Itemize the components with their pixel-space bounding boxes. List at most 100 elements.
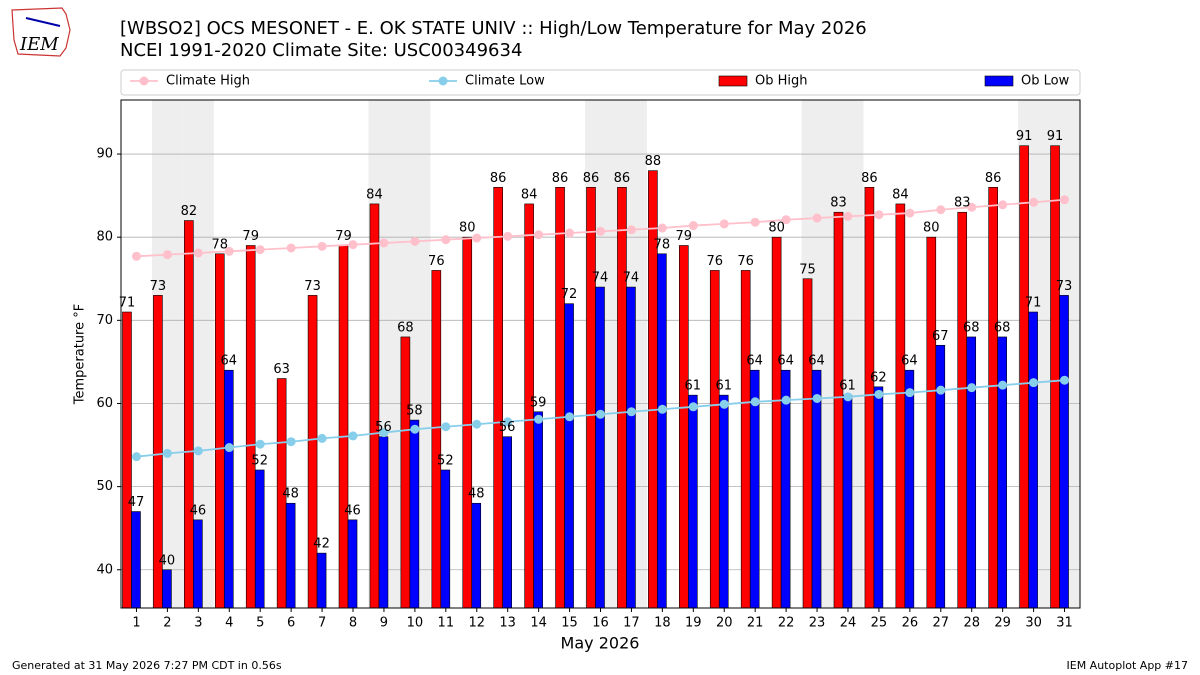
bar — [718, 394, 729, 609]
line-marker — [936, 205, 946, 215]
line-marker — [843, 392, 853, 402]
x-tick-label: 1 — [132, 616, 140, 631]
y-tick-label: 50 — [96, 479, 113, 494]
line-marker — [441, 235, 451, 245]
x-tick-label: 2 — [163, 616, 171, 631]
data-label: 61 — [685, 379, 702, 394]
x-tick-label: 3 — [194, 616, 202, 631]
x-tick-label: 22 — [778, 616, 795, 631]
line-marker — [131, 452, 141, 462]
chart-subtitle: NCEI 1991-2020 Climate Site: USC00349634 — [120, 40, 522, 61]
x-tick-label: 12 — [468, 616, 485, 631]
bar — [338, 245, 349, 609]
data-label: 56 — [499, 420, 516, 435]
bar — [440, 469, 451, 609]
legend-label: Climate Low — [465, 74, 545, 89]
bar — [533, 411, 543, 609]
bar — [688, 394, 698, 609]
data-label: 64 — [901, 354, 918, 369]
bar — [493, 186, 503, 609]
legend-swatch — [718, 75, 748, 87]
line-marker — [750, 397, 760, 407]
legend-marker — [139, 76, 149, 86]
bar — [864, 186, 875, 609]
line-marker — [905, 208, 915, 218]
line-marker — [781, 215, 791, 225]
data-label: 64 — [777, 354, 794, 369]
data-label: 91 — [1016, 129, 1033, 144]
data-label: 48 — [282, 487, 299, 502]
line-marker — [719, 219, 729, 229]
line-marker — [905, 388, 915, 398]
logo-text: IEM — [19, 34, 59, 55]
bar — [400, 336, 411, 609]
line-marker — [967, 383, 977, 393]
data-label: 40 — [159, 553, 176, 568]
x-tick-label: 5 — [256, 616, 264, 631]
data-label: 84 — [892, 187, 909, 202]
data-label: 73 — [304, 279, 321, 294]
bar — [709, 270, 720, 609]
data-label: 58 — [406, 404, 423, 419]
x-tick-label: 11 — [438, 616, 455, 631]
line-marker — [626, 407, 636, 417]
bar — [184, 220, 194, 609]
data-label: 88 — [645, 154, 662, 169]
data-label: 76 — [706, 254, 723, 269]
line-marker — [286, 437, 296, 447]
bar — [1028, 311, 1038, 609]
bar — [904, 369, 915, 609]
bar — [997, 336, 1007, 609]
x-tick-label: 15 — [561, 616, 578, 631]
bar — [378, 436, 389, 609]
line-marker — [162, 448, 172, 458]
line-marker — [750, 217, 760, 227]
data-label: 64 — [221, 354, 238, 369]
data-label: 52 — [437, 453, 454, 468]
line-marker — [596, 409, 605, 419]
x-tick-label: 16 — [592, 616, 609, 631]
line-marker — [410, 236, 420, 246]
y-tick-label: 90 — [96, 147, 113, 162]
bar — [657, 253, 667, 609]
data-label: 80 — [768, 221, 785, 236]
bar — [245, 245, 256, 609]
line-marker — [688, 402, 698, 412]
line-marker — [812, 213, 822, 223]
data-label: 91 — [1047, 129, 1064, 144]
legend-marker — [438, 76, 448, 86]
data-label: 78 — [654, 237, 671, 252]
bar — [988, 186, 998, 609]
line-marker — [1060, 375, 1070, 385]
legend — [120, 69, 1081, 96]
bar — [471, 502, 482, 609]
line-marker — [1060, 195, 1070, 205]
bar — [811, 369, 822, 609]
data-label: 80 — [923, 221, 940, 236]
x-tick-label: 26 — [902, 616, 919, 631]
legend-label: Ob High — [755, 74, 808, 89]
footer-left: Generated at 31 May 2026 7:27 PM CDT in … — [12, 659, 282, 672]
legend-label: Ob Low — [1021, 74, 1070, 89]
line-marker — [255, 245, 265, 255]
line-marker — [348, 240, 358, 250]
line-marker — [874, 210, 884, 220]
line-marker — [534, 230, 544, 240]
y-tick-label: 40 — [96, 562, 113, 577]
y-axis-label: Temperature °F — [73, 304, 88, 405]
y-tick-label: 80 — [96, 230, 113, 245]
data-label: 68 — [963, 320, 980, 335]
bar — [595, 286, 605, 609]
bar — [431, 270, 442, 609]
line-marker — [967, 202, 977, 212]
bar — [1059, 295, 1069, 609]
data-label: 74 — [592, 271, 609, 286]
line-marker — [410, 424, 420, 434]
data-label: 83 — [830, 196, 847, 211]
line-marker — [998, 200, 1008, 210]
bar — [740, 270, 751, 609]
bar — [555, 186, 565, 609]
data-label: 83 — [954, 196, 971, 211]
data-label: 79 — [242, 229, 259, 244]
bar — [833, 211, 844, 609]
